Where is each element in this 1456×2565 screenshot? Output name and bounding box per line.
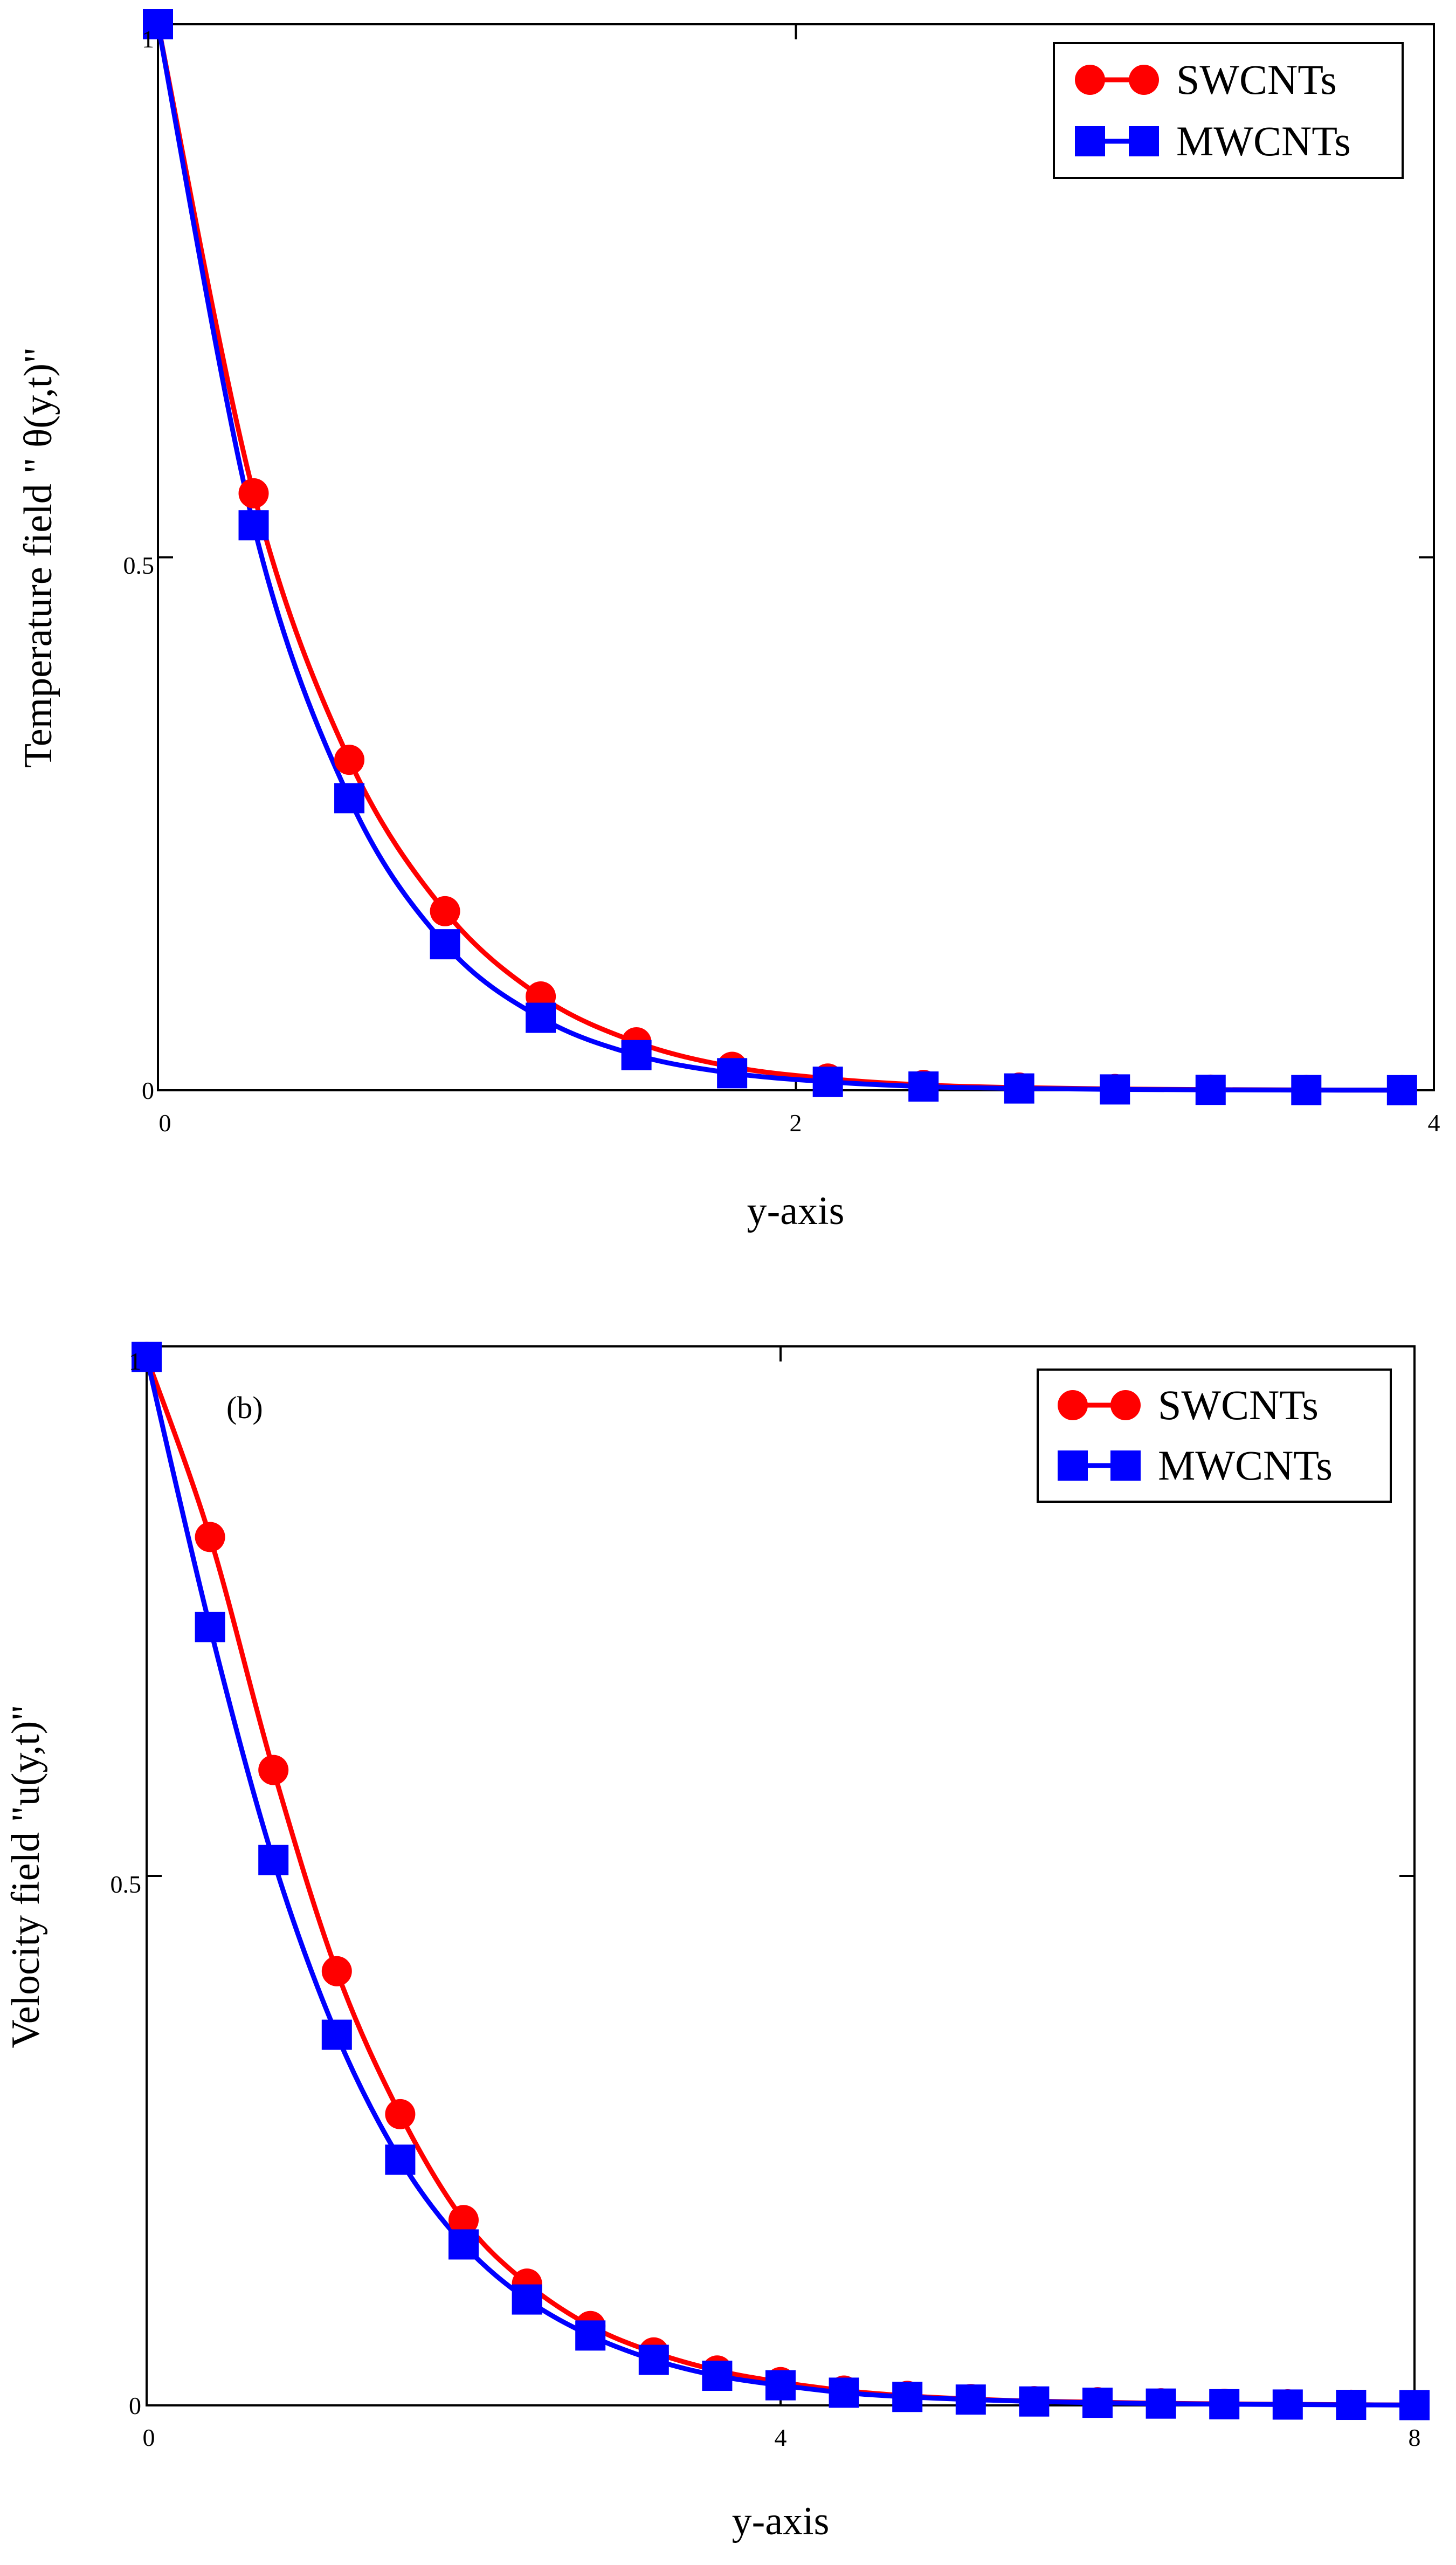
data-point-swcnts-3 xyxy=(430,896,460,926)
legend-marker-mwcnts xyxy=(1075,126,1105,156)
series-curves xyxy=(155,24,1402,1093)
plot-frame xyxy=(146,1345,1416,2406)
data-point-mwcnts-14 xyxy=(1019,2386,1050,2417)
data-point-mwcnts-17 xyxy=(1209,2389,1240,2419)
data-point-mwcnts-10 xyxy=(765,2370,796,2401)
legend-marker-swcnts xyxy=(1058,1390,1088,1420)
data-point-mwcnts-9 xyxy=(702,2361,733,2391)
data-point-swcnts-2 xyxy=(334,745,365,775)
legend-label-mwcnts: MWCNTs xyxy=(1176,118,1351,164)
x-tick-label-0: 0 xyxy=(159,1109,171,1137)
legend-marker-mwcnts-end xyxy=(1129,126,1159,156)
velocity-chart: 0 4 8 0 0.5 1 y-axis Velocity field "u(y… xyxy=(4,1342,1430,2543)
y-tick-label-1: 0.5 xyxy=(111,1871,142,1898)
data-point-mwcnts-11 xyxy=(829,2377,859,2408)
legend-box xyxy=(1037,1369,1392,1503)
data-point-mwcnts-18 xyxy=(1272,2389,1303,2420)
data-point-mwcnts-12 xyxy=(1291,1075,1322,1105)
data-point-mwcnts-16 xyxy=(1146,2388,1176,2419)
series-curves xyxy=(144,1356,1415,2408)
series-line-swcnts xyxy=(144,1356,1415,2408)
data-point-mwcnts-3 xyxy=(321,2019,352,2050)
legend-marker-swcnts xyxy=(1075,65,1105,95)
data-point-mwcnts-8 xyxy=(638,2344,669,2375)
data-point-mwcnts-7 xyxy=(812,1067,843,1097)
data-point-mwcnts-6 xyxy=(512,2284,542,2315)
data-point-swcnts-1 xyxy=(238,478,269,508)
data-point-mwcnts-12 xyxy=(892,2382,923,2412)
data-point-mwcnts-13 xyxy=(1386,1075,1417,1105)
data-point-mwcnts-20 xyxy=(1399,2390,1430,2420)
data-point-mwcnts-7 xyxy=(575,2320,606,2351)
x-tick-label-2: 4 xyxy=(1428,1109,1440,1137)
legend-box xyxy=(1053,42,1404,179)
data-point-mwcnts-10 xyxy=(1100,1074,1130,1105)
data-point-mwcnts-13 xyxy=(955,2384,986,2415)
legend: SWCNTs MWCNTs xyxy=(1037,1369,1392,1503)
series-line-swcnts xyxy=(155,24,1402,1093)
y-tick-label-1: 0.5 xyxy=(123,552,155,579)
data-point-mwcnts-4 xyxy=(385,2144,416,2175)
legend-marker-swcnts-end xyxy=(1129,65,1159,95)
x-tick-label-1: 2 xyxy=(790,1109,802,1137)
y-axis-label: Temperature field " θ(y,t)" xyxy=(16,347,60,768)
data-point-mwcnts-0 xyxy=(143,9,173,39)
data-point-mwcnts-19 xyxy=(1336,2390,1367,2420)
data-point-swcnts-2 xyxy=(258,1755,289,1785)
legend-label-swcnts: SWCNTs xyxy=(1176,56,1337,103)
data-point-mwcnts-5 xyxy=(448,2229,479,2260)
series-line-mwcnts xyxy=(155,24,1402,1093)
data-point-mwcnts-4 xyxy=(526,1002,556,1033)
data-point-mwcnts-1 xyxy=(238,510,269,541)
data-point-swcnts-3 xyxy=(321,1956,352,1986)
data-point-mwcnts-8 xyxy=(908,1071,939,1102)
x-tick-label-1: 4 xyxy=(775,2424,787,2451)
legend-marker-swcnts-end xyxy=(1110,1390,1141,1420)
data-point-swcnts-1 xyxy=(195,1522,225,1552)
legend-marker-mwcnts-end xyxy=(1110,1450,1141,1481)
y-tick-label-0: 0 xyxy=(129,2392,141,2419)
legend-label-mwcnts: MWCNTs xyxy=(1158,1442,1333,1489)
data-point-swcnts-5 xyxy=(448,2205,479,2236)
x-axis-label: y-axis xyxy=(747,1189,845,1233)
y-tick-label-2: 1 xyxy=(142,25,154,53)
plot-frame xyxy=(157,23,1435,1091)
data-point-mwcnts-6 xyxy=(717,1058,748,1089)
x-tick-label-2: 8 xyxy=(1409,2424,1421,2451)
data-point-swcnts-4 xyxy=(385,2099,416,2129)
legend-marker-mwcnts xyxy=(1058,1450,1088,1481)
y-axis-label: Velocity field "u(y,t)" xyxy=(4,1704,48,2048)
data-point-mwcnts-9 xyxy=(1004,1073,1034,1104)
x-axis-label: y-axis xyxy=(732,2499,830,2543)
data-point-mwcnts-11 xyxy=(1195,1075,1226,1105)
data-point-mwcnts-1 xyxy=(195,1612,225,1642)
legend: SWCNTs MWCNTs xyxy=(1053,42,1404,179)
y-tick-label-2: 1 xyxy=(129,1347,141,1375)
temperature-chart: 0 2 4 0 0.5 1 y-axis Temperature field "… xyxy=(16,9,1440,1233)
series-line-mwcnts xyxy=(144,1356,1415,2408)
data-point-mwcnts-3 xyxy=(430,929,460,960)
data-point-mwcnts-15 xyxy=(1082,2388,1113,2418)
data-point-mwcnts-0 xyxy=(132,1342,162,1372)
series-markers xyxy=(143,9,1417,1105)
x-tick-label-0: 0 xyxy=(143,2424,155,2451)
panel-label: (b) xyxy=(226,1390,263,1425)
y-tick-label-0: 0 xyxy=(142,1077,154,1104)
legend-label-swcnts: SWCNTs xyxy=(1158,1381,1319,1428)
series-markers xyxy=(132,1342,1430,2420)
data-point-mwcnts-2 xyxy=(258,1845,289,1875)
axis-ticks xyxy=(157,23,1435,1091)
axis-ticks xyxy=(146,1345,1416,2406)
data-point-mwcnts-2 xyxy=(334,783,365,814)
data-point-mwcnts-5 xyxy=(621,1040,652,1070)
